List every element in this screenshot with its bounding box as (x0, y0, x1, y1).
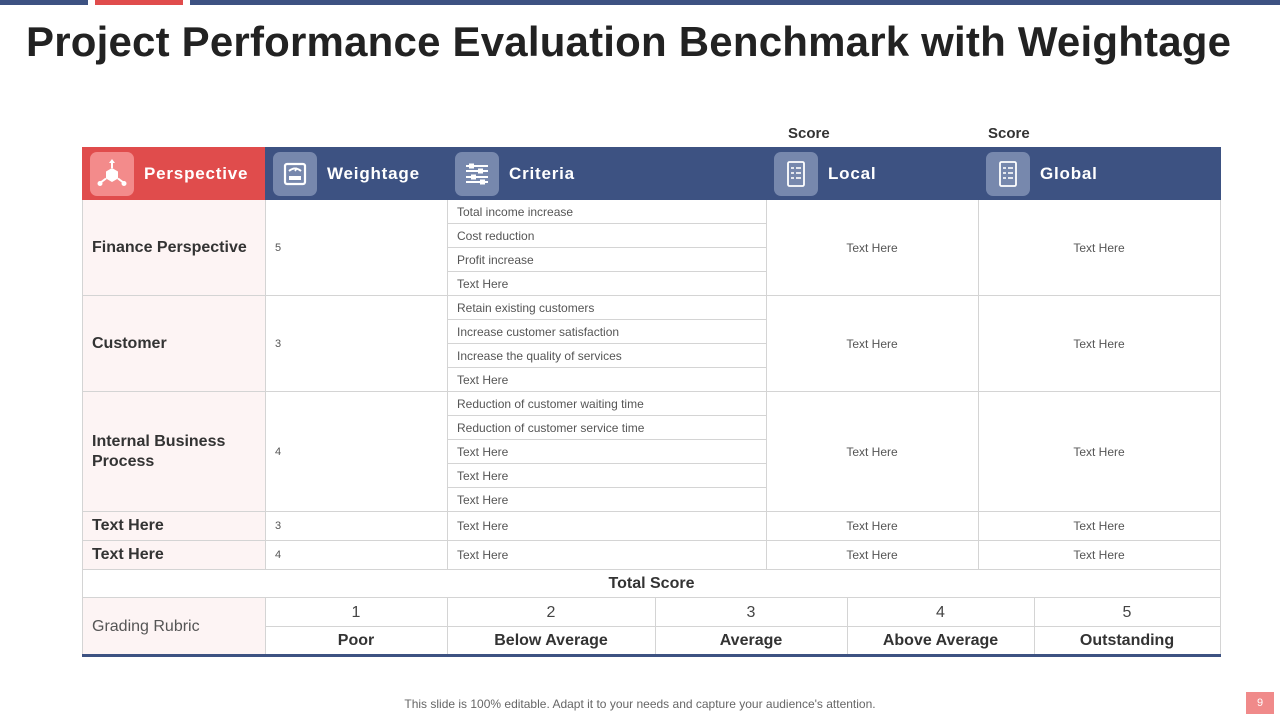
weight-value: 5 (275, 241, 282, 254)
criteria-item: Text Here (457, 468, 509, 483)
criteria-item: Text Here (457, 372, 509, 387)
grid-line (447, 463, 766, 464)
perspective-internal-business: Internal Business Process (92, 432, 226, 470)
header-local: Local (766, 147, 978, 200)
header-global: Global (978, 147, 1221, 200)
grid-line (447, 415, 766, 416)
grid-line (265, 200, 266, 570)
criteria-item: Text Here (457, 276, 509, 291)
grid-line (82, 597, 1221, 598)
criteria-item: Increase customer satisfaction (457, 324, 620, 339)
grade-name: Above Average (882, 632, 999, 649)
grid-line (447, 271, 766, 272)
grid-line (82, 511, 1221, 512)
grid-line (82, 295, 1221, 296)
top-accent-bar-blue-left (0, 0, 88, 5)
grid-line (447, 343, 766, 344)
grid-line (82, 569, 1221, 570)
grid-line (447, 319, 766, 320)
table-bottom-border (82, 654, 1221, 657)
rubric-label-bg (83, 598, 265, 655)
criteria-item: Cost reduction (457, 228, 535, 243)
grid-line (82, 200, 83, 655)
grid-line (447, 367, 766, 368)
grid-line (265, 626, 1221, 627)
grid-line (447, 247, 766, 248)
grid-line (447, 487, 766, 488)
grid-line (447, 439, 766, 440)
hub-network-icon (90, 151, 134, 196)
criteria-item: Retain existing customers (457, 300, 595, 315)
global-score-label: Score (988, 125, 1030, 142)
top-accent-bar-blue-right (190, 0, 1280, 5)
grade-number: 2 (546, 603, 556, 621)
grid-line (447, 200, 448, 570)
local-score-cell: Text Here (846, 336, 898, 351)
global-score-cell: Text Here (1073, 336, 1125, 351)
grid-line (766, 200, 767, 570)
grade-number: 3 (746, 603, 756, 621)
grid-line (1220, 200, 1221, 655)
perspective-finance: Finance Perspective (92, 238, 247, 256)
footer-note: This slide is 100% editable. Adapt it to… (404, 697, 876, 711)
grade-name: Average (719, 632, 783, 649)
grade-name: Poor (337, 632, 375, 649)
top-accent-bar-red (95, 0, 183, 5)
header-criteria: Criteria (447, 147, 766, 200)
local-score-cell: Text Here (846, 548, 898, 562)
header-criteria-label: Criteria (509, 163, 575, 183)
grade-number: 1 (351, 603, 361, 621)
global-score-cell: Text Here (1073, 240, 1125, 255)
grid-line (978, 200, 979, 570)
grade-name: Outstanding (1079, 632, 1175, 649)
page-title: Project Performance Evaluation Benchmark… (26, 18, 1232, 65)
perspective-customer: Customer (92, 334, 167, 352)
page-number: 9 (1246, 692, 1274, 714)
perspective-extra: Text Here (92, 546, 164, 563)
header-local-label: Local (828, 163, 877, 183)
criteria-item: Text Here (457, 492, 509, 507)
checklist-icon (986, 151, 1030, 196)
criteria-item: Text Here (457, 548, 509, 562)
header-weightage-label: Weightage (327, 163, 420, 183)
grade-number: 4 (936, 603, 945, 621)
grading-rubric-label: Grading Rubric (92, 617, 200, 635)
criteria-item: Reduction of customer service time (457, 420, 645, 435)
grade-name: Below Average (494, 632, 608, 649)
criteria-item: Reduction of customer waiting time (457, 396, 644, 411)
perspective-column-bg (83, 200, 265, 570)
header-global-label: Global (1040, 163, 1098, 183)
header-perspective-label: Perspective (144, 163, 249, 183)
weight-value: 4 (275, 549, 282, 561)
total-score-label: Total Score (608, 575, 695, 592)
grid-line (447, 223, 766, 224)
checklist-icon (774, 151, 818, 196)
weight-value: 3 (275, 520, 282, 532)
local-score-cell: Text Here (846, 444, 898, 459)
global-score-cell: Text Here (1073, 444, 1125, 459)
global-score-cell: Text Here (1073, 519, 1125, 533)
weight-value: 4 (275, 445, 282, 458)
local-score-cell: Text Here (846, 519, 898, 533)
sliders-icon (455, 151, 499, 196)
grid-line (82, 540, 1221, 541)
perspective-extra: Text Here (92, 517, 164, 534)
weight-value: 3 (275, 337, 282, 350)
grade-number: 5 (1122, 603, 1132, 621)
grid-line (82, 391, 1221, 392)
criteria-item: Increase the quality of services (457, 348, 622, 363)
criteria-item: Text Here (457, 519, 509, 533)
criteria-item: Profit increase (457, 252, 534, 267)
local-score-cell: Text Here (846, 240, 898, 255)
criteria-item: Total income increase (457, 204, 574, 219)
header-blue-band (265, 147, 1221, 200)
local-score-label: Score (788, 125, 830, 142)
criteria-item: Text Here (457, 444, 509, 459)
header-perspective: Perspective (82, 147, 265, 200)
scale-icon (273, 151, 317, 196)
global-score-cell: Text Here (1073, 548, 1125, 562)
header-weightage: Weightage (265, 147, 447, 200)
